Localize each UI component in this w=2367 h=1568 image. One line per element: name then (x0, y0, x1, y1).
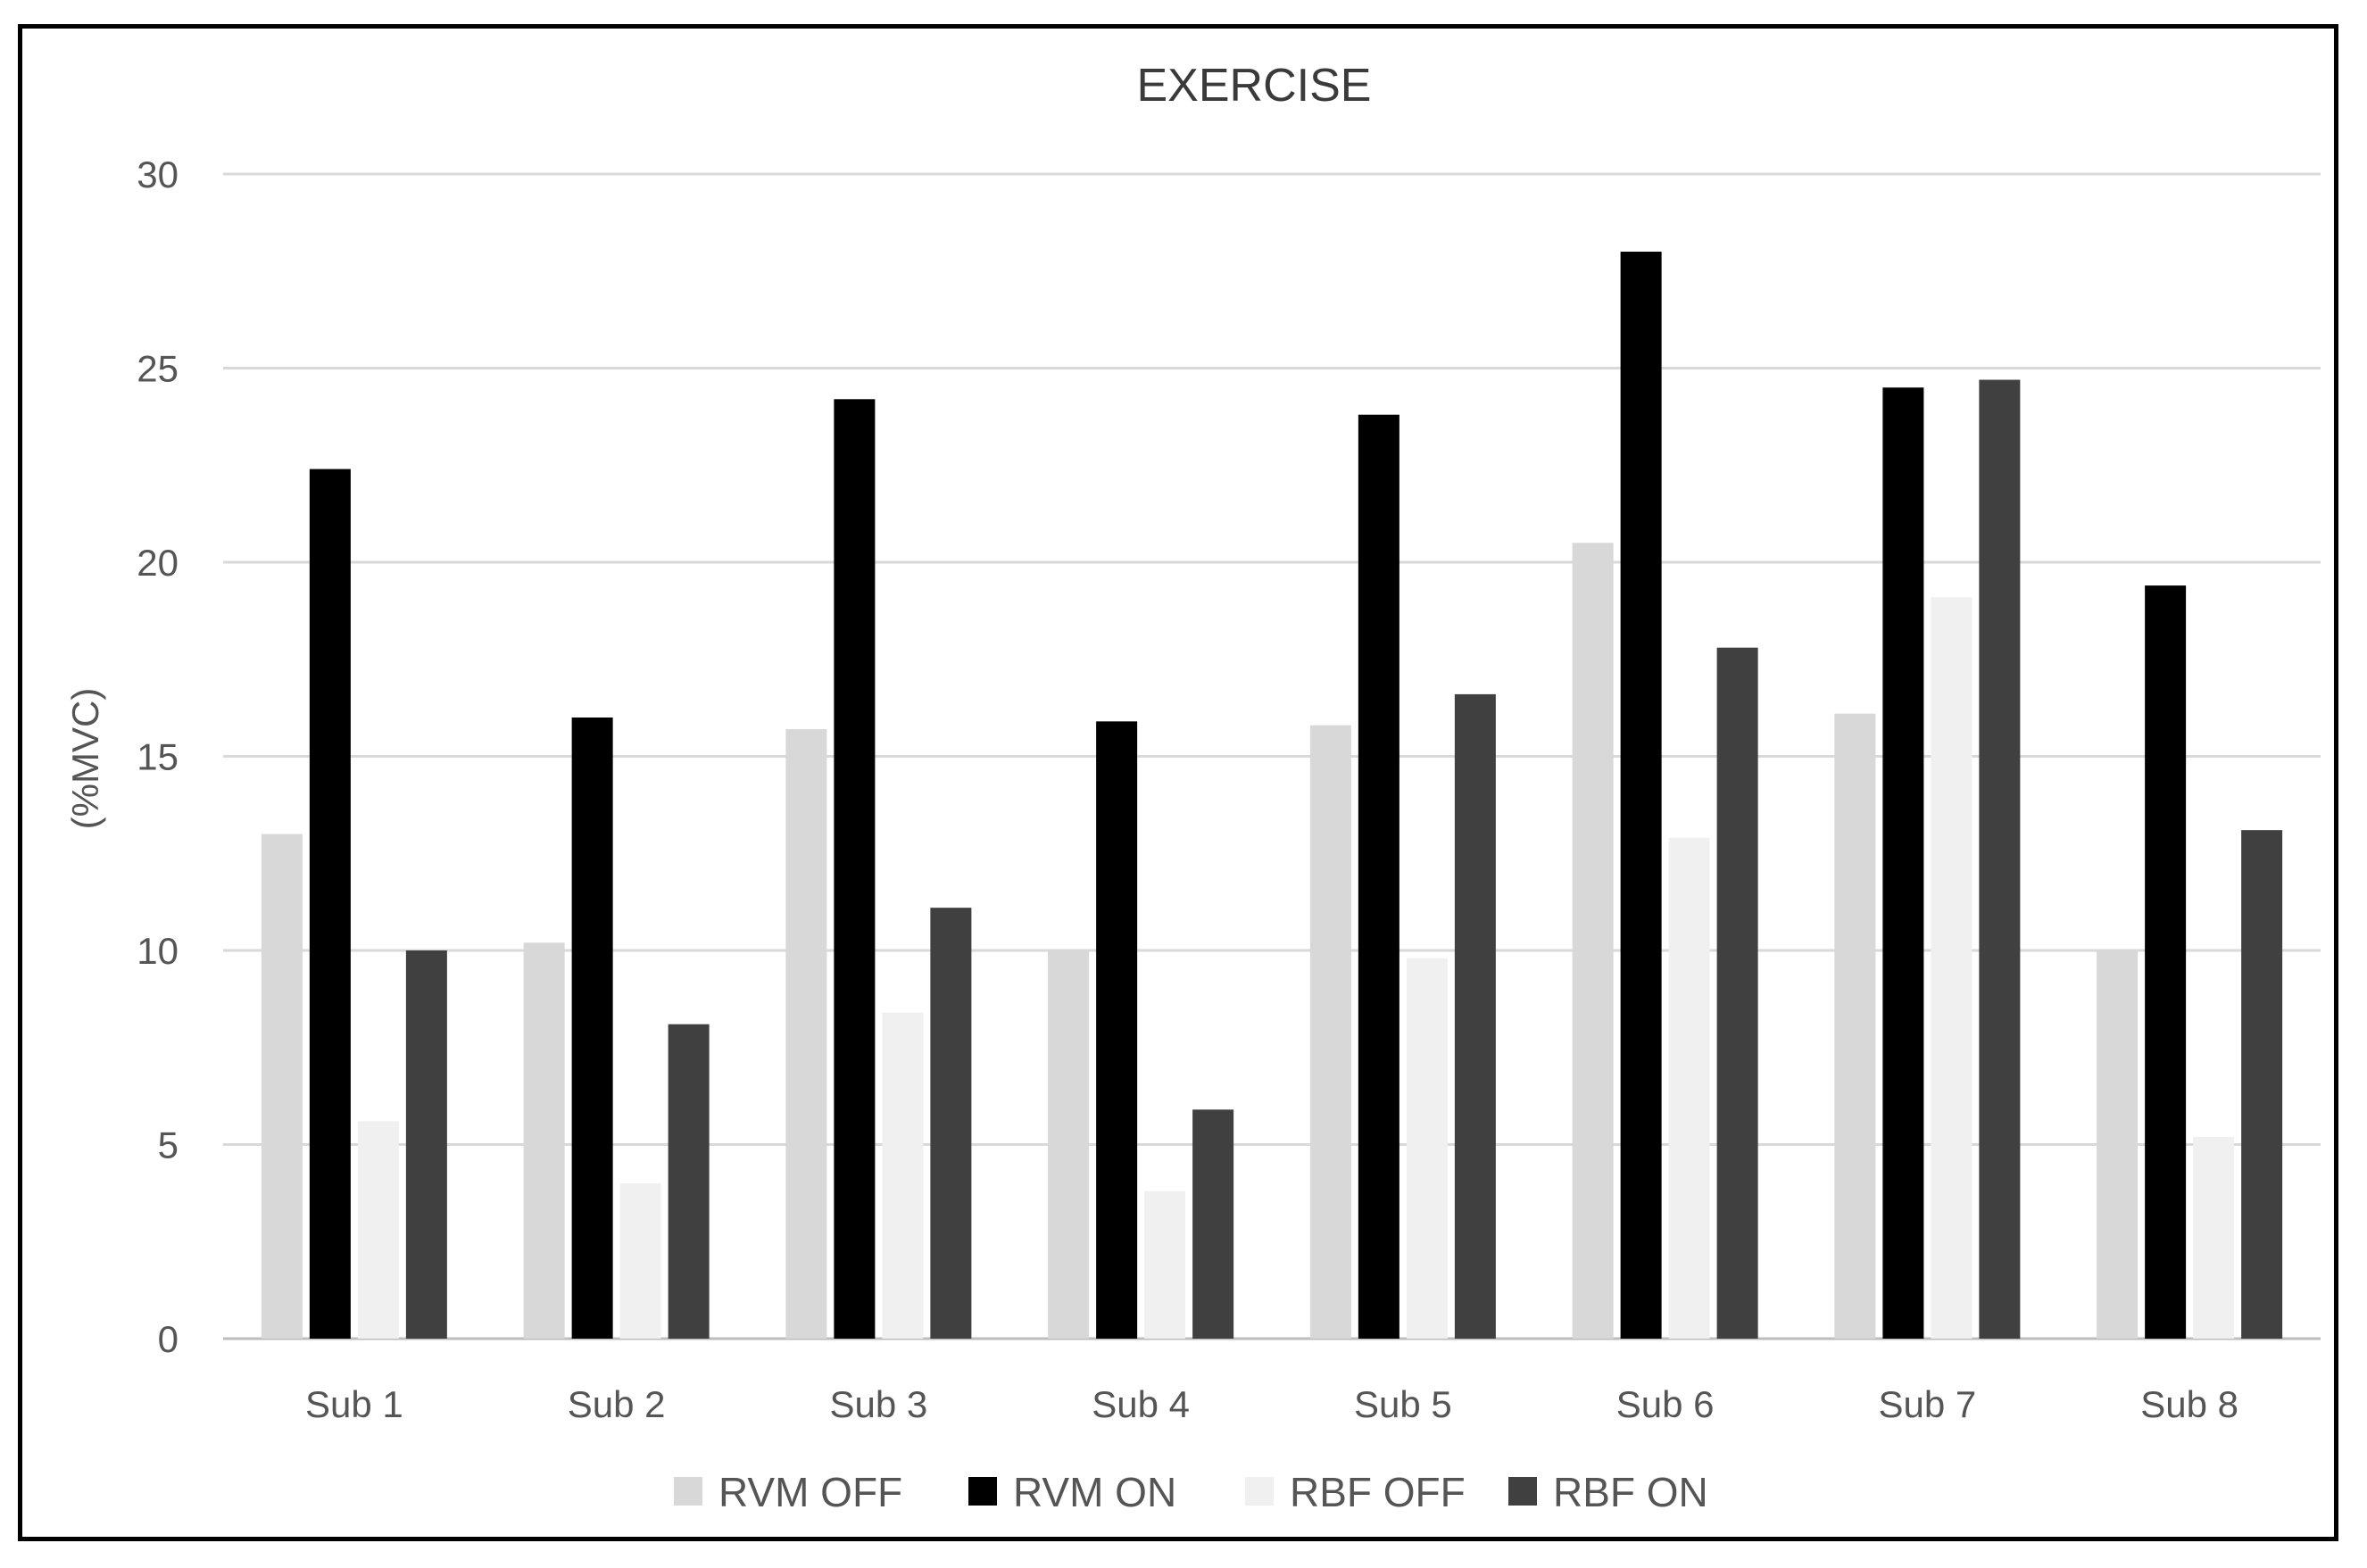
legend-swatch (968, 1477, 997, 1506)
x-tick-label: Sub 5 (1354, 1383, 1452, 1425)
legend-label: RBF ON (1553, 1469, 1708, 1515)
legend: RVM OFF RVM ON RBF OFF RBF ON (674, 1469, 1708, 1515)
bar (1931, 597, 1972, 1339)
y-tick-label: 15 (137, 736, 179, 778)
y-axis-ticks: 0 5 10 15 20 25 30 (137, 153, 179, 1360)
bar (785, 729, 827, 1339)
bar (571, 718, 613, 1339)
bar (1406, 958, 1448, 1339)
y-tick-label: 25 (137, 348, 179, 390)
bar (1309, 725, 1351, 1339)
x-tick-label: Sub 1 (305, 1383, 403, 1425)
bar (668, 1024, 710, 1339)
bar (2145, 585, 2187, 1339)
bar (1048, 950, 1090, 1339)
legend-label: RVM ON (1013, 1469, 1176, 1515)
bar (2241, 830, 2283, 1339)
bar (405, 950, 447, 1339)
bar (1454, 693, 1496, 1339)
y-tick-label: 20 (137, 542, 179, 584)
bar (1882, 387, 1924, 1339)
legend-label: RBF OFF (1290, 1469, 1466, 1515)
x-tick-label: Sub 8 (2140, 1383, 2238, 1425)
y-tick-label: 30 (137, 153, 179, 195)
bar (309, 469, 351, 1339)
x-tick-label: Sub 4 (1092, 1383, 1190, 1425)
bar (1716, 647, 1758, 1339)
bar (1620, 252, 1662, 1339)
bar (1979, 379, 2021, 1339)
x-axis-ticks: Sub 1 Sub 2 Sub 3 Sub 4 Sub 5 Sub 6 Sub 7 Sub 8 (305, 1383, 2238, 1425)
bar (930, 908, 972, 1339)
bar (1192, 1109, 1234, 1339)
legend-swatch (674, 1477, 702, 1506)
bars (261, 252, 2283, 1340)
legend-swatch (1245, 1477, 1274, 1506)
y-tick-label: 5 (158, 1124, 179, 1166)
chart-title: EXERCISE (1137, 60, 1372, 112)
bar (1572, 543, 1614, 1339)
bar (619, 1183, 661, 1339)
legend-label: RVM OFF (718, 1469, 902, 1515)
bar (1834, 713, 1876, 1339)
x-tick-label: Sub 3 (829, 1383, 927, 1425)
bar (2193, 1136, 2235, 1339)
bar (1144, 1191, 1186, 1339)
legend-swatch (1508, 1477, 1537, 1506)
x-tick-label: Sub 7 (1878, 1383, 1976, 1425)
bar (834, 399, 876, 1339)
bar (523, 942, 565, 1339)
bar (1358, 414, 1399, 1340)
bar (882, 1012, 924, 1339)
bar (261, 834, 303, 1339)
y-tick-label: 10 (137, 930, 179, 972)
x-tick-label: Sub 2 (568, 1383, 666, 1425)
bar (1096, 721, 1138, 1339)
y-axis-label: (%MVC) (64, 688, 106, 830)
bar (357, 1121, 399, 1339)
bar (2097, 950, 2139, 1339)
y-tick-label: 0 (158, 1318, 179, 1360)
x-tick-label: Sub 6 (1616, 1383, 1715, 1425)
bar (1668, 837, 1710, 1339)
